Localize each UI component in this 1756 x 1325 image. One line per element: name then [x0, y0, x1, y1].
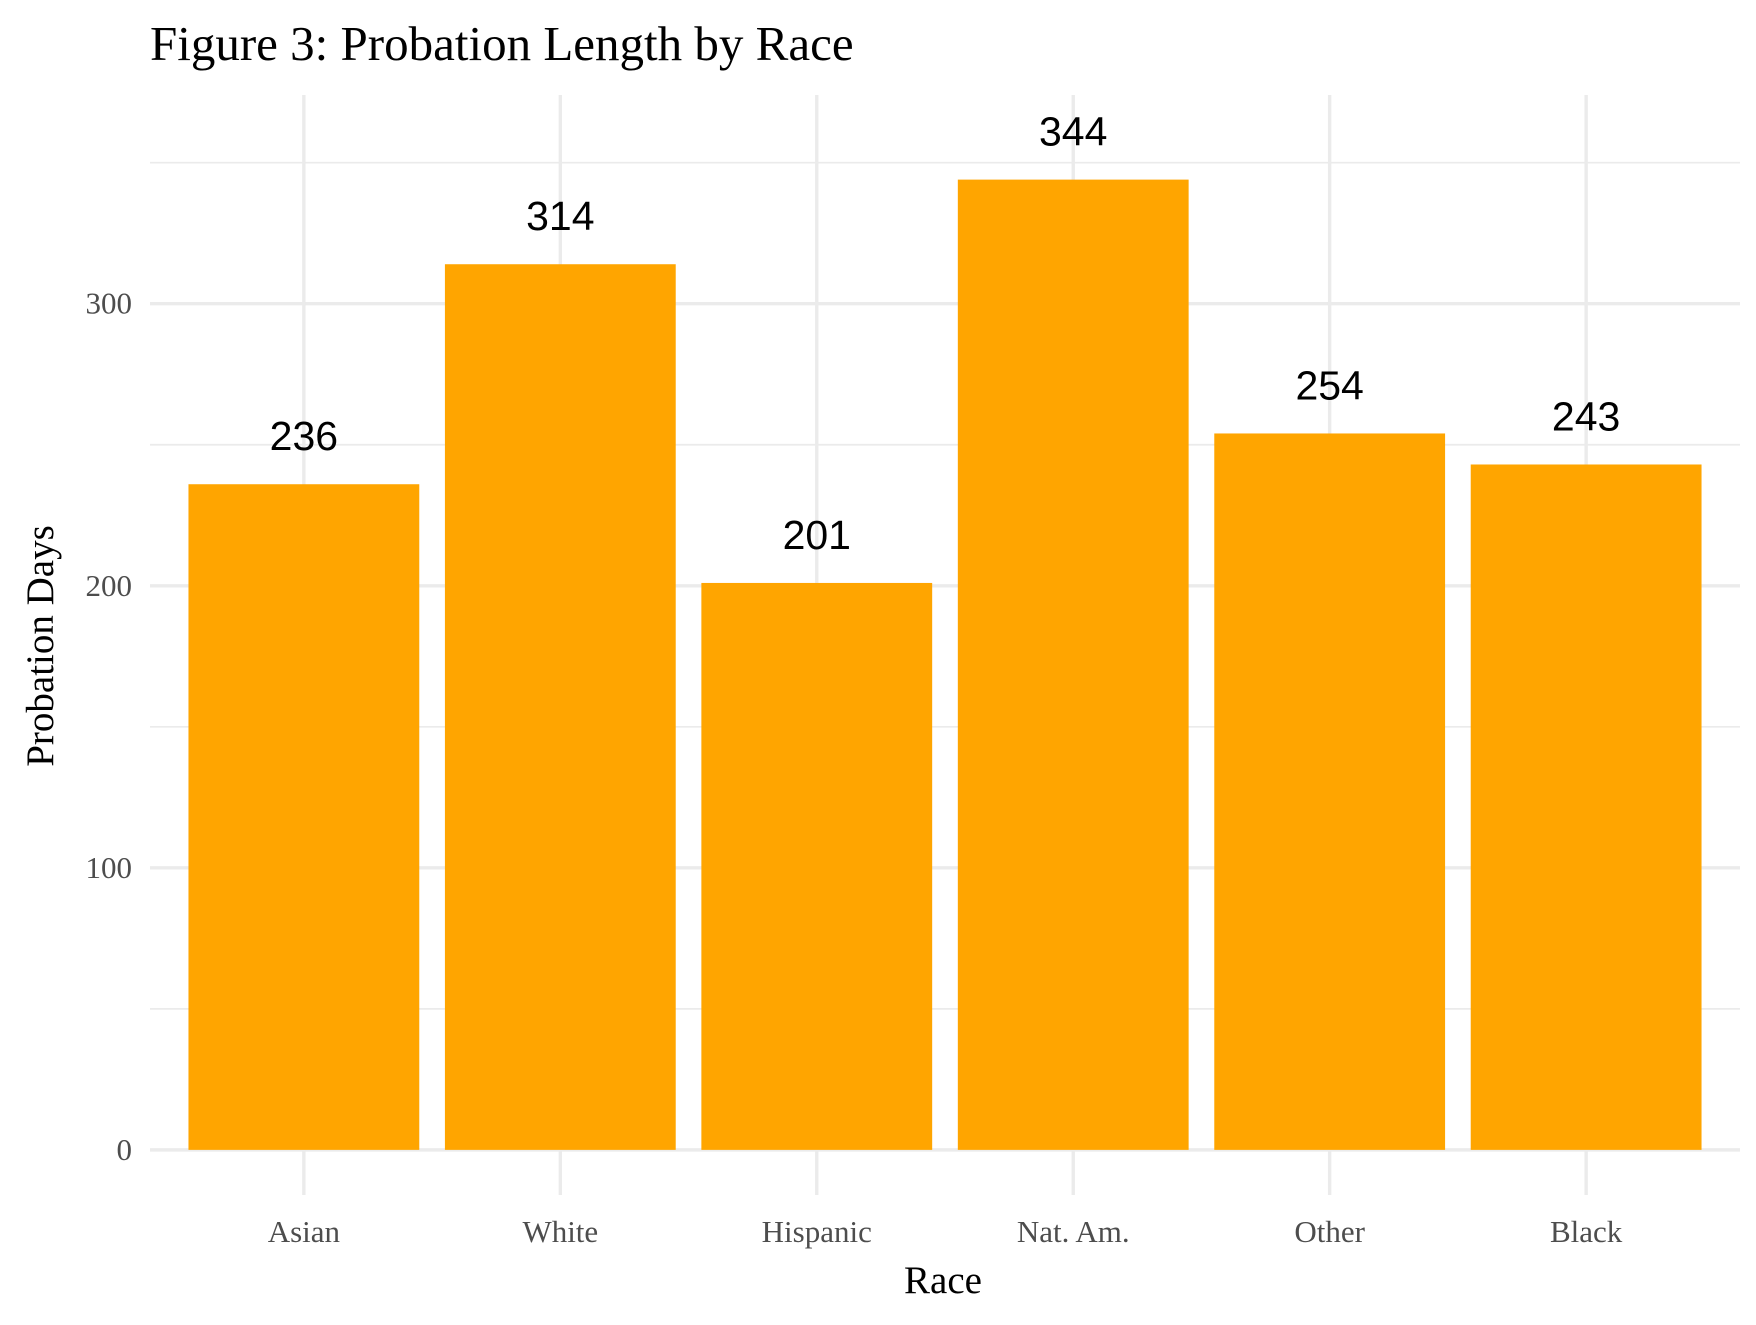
- data-label: 254: [1295, 362, 1363, 408]
- data-label: 236: [270, 413, 338, 459]
- bar-group: [188, 179, 1702, 1150]
- x-tick-label: Black: [1550, 1214, 1623, 1249]
- x-tick-label: Hispanic: [762, 1214, 872, 1249]
- bar: [1470, 464, 1702, 1150]
- y-tick-label: 100: [86, 850, 133, 885]
- x-tick-label: Asian: [268, 1214, 341, 1249]
- y-tick-label: 300: [86, 286, 133, 321]
- x-axis-title: Race: [904, 1259, 982, 1302]
- x-tick-label: Other: [1294, 1214, 1365, 1249]
- bar: [188, 484, 420, 1150]
- chart-title: Figure 3: Probation Length by Race: [150, 16, 854, 71]
- data-label: 314: [526, 193, 594, 239]
- y-tick-label: 0: [117, 1132, 133, 1167]
- bar: [957, 179, 1189, 1150]
- bar: [444, 264, 676, 1150]
- y-axis-tick-labels: 0 100 200 300: [86, 286, 133, 1167]
- data-label: 344: [1039, 109, 1107, 155]
- data-label: 201: [783, 512, 851, 558]
- x-tick-label: Nat. Am.: [1017, 1214, 1130, 1249]
- y-axis-title: Probation Days: [19, 525, 62, 767]
- bar: [1214, 433, 1446, 1150]
- bar: [701, 582, 933, 1150]
- x-tick-label: White: [522, 1214, 598, 1249]
- y-tick-label: 200: [86, 568, 133, 603]
- data-label: 243: [1552, 393, 1620, 439]
- x-axis-tick-labels: Asian White Hispanic Nat. Am. Other Black: [268, 1214, 1623, 1249]
- data-label-group: 236 314 201 344 254 243: [270, 109, 1621, 558]
